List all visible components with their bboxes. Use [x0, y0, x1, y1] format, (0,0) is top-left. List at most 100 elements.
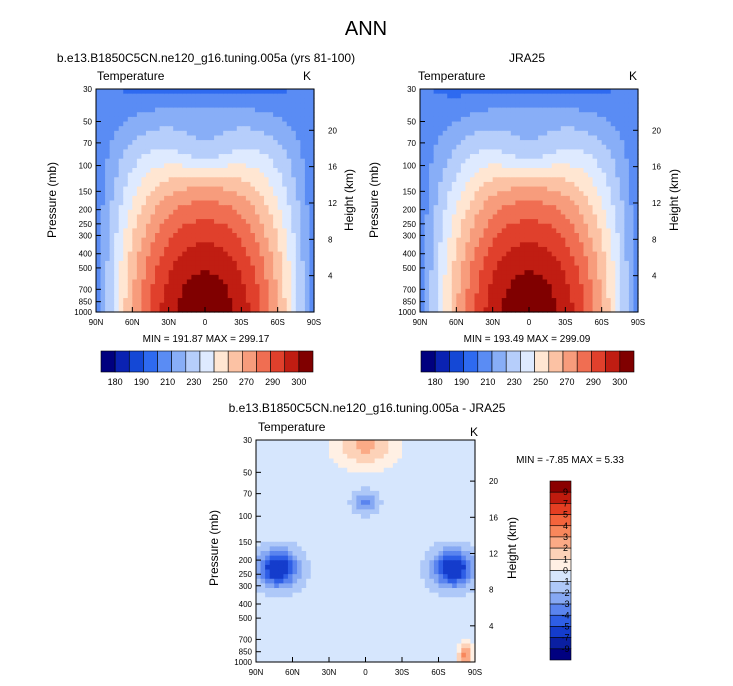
contour-cell [123, 135, 129, 141]
contour-cell [438, 186, 444, 192]
contour-cell [205, 172, 211, 178]
contour-cell [264, 293, 270, 299]
contour-cell [259, 200, 265, 206]
contour-cell [624, 288, 630, 295]
contour-cell [264, 89, 270, 95]
contour-cell [286, 126, 292, 132]
contour-cell [173, 228, 179, 234]
contour-cell [420, 288, 426, 295]
contour-cell [250, 158, 256, 164]
contour-cell [447, 228, 453, 234]
contour-cell [264, 181, 270, 188]
contour-cell [150, 191, 156, 197]
contour-cell [438, 293, 444, 299]
contour-cell [282, 158, 288, 164]
latitude-tick-label: 90S [307, 318, 321, 327]
contour-cell [424, 126, 430, 132]
contour-cell [200, 116, 206, 123]
contour-cell [300, 102, 306, 109]
contour-cell [610, 260, 616, 267]
contour-cell [497, 191, 503, 197]
contour-cell [583, 135, 589, 141]
colorbar-box [520, 350, 535, 373]
contour-cell [227, 307, 233, 313]
contour-cell [633, 172, 639, 178]
contour-cell [182, 270, 188, 276]
contour-cell [209, 154, 215, 160]
contour-cell [145, 167, 152, 174]
contour-cell [282, 135, 288, 141]
contour-cell [155, 112, 161, 118]
colorbar-label: 270 [560, 377, 575, 387]
contour-cell [551, 233, 557, 239]
contour-cell [159, 274, 165, 281]
contour-cell [209, 256, 215, 262]
contour-cell [186, 172, 192, 178]
latitude-tick-label: 90N [413, 318, 428, 327]
contour-cell [479, 293, 485, 299]
latitude-tick-label: 30S [234, 318, 248, 327]
contour-cell [260, 597, 266, 603]
contour-cell [114, 130, 120, 137]
contour-cell [547, 149, 553, 155]
contour-cell [433, 233, 439, 239]
contour-cell [560, 112, 566, 118]
contour-cell [245, 181, 252, 188]
contour-cell [177, 200, 183, 206]
contour-cell [542, 149, 548, 155]
contour-cell [615, 251, 621, 257]
contour-cell [569, 140, 576, 146]
contour-cell [588, 163, 594, 169]
contour-cell [624, 107, 630, 113]
contour-cell [105, 167, 111, 174]
contour-cell [195, 260, 202, 267]
contour-cell [533, 233, 539, 239]
contour-cell [601, 167, 607, 174]
contour-cell [100, 307, 106, 313]
contour-cell [538, 205, 544, 211]
contour-cell [123, 154, 129, 160]
contour-cell [282, 200, 288, 206]
contour-cell [273, 112, 279, 118]
contour-cell [474, 167, 480, 174]
contour-cell [547, 93, 553, 99]
contour-cell [186, 144, 192, 150]
contour-cell [574, 163, 580, 169]
contour-cell [282, 307, 288, 313]
contour-cell [524, 107, 530, 113]
contour-cell [524, 121, 530, 127]
contour-cell [145, 298, 152, 304]
contour-cell [123, 93, 129, 99]
contour-cell [483, 274, 489, 281]
contour-cell [277, 195, 283, 202]
contour-cell [241, 302, 247, 308]
contour-cell [447, 195, 453, 202]
contour-cell [420, 167, 426, 174]
contour-cell [164, 107, 170, 113]
contour-cell [583, 140, 589, 146]
contour-cell [150, 126, 156, 132]
contour-cell [601, 251, 607, 257]
contour-cell [465, 293, 471, 299]
contour-cell [132, 135, 138, 141]
contour-cell [619, 246, 625, 253]
contour-cell [256, 569, 262, 575]
contour-cell [173, 237, 179, 243]
contour-cell [123, 191, 129, 197]
contour-cell [105, 140, 111, 146]
contour-cell [205, 251, 211, 257]
contour-cell [628, 167, 635, 174]
contour-cell [259, 158, 265, 164]
contour-cell [624, 256, 630, 262]
contour-cell [168, 154, 174, 160]
contour-cell [259, 172, 265, 178]
contour-cell [633, 242, 639, 248]
contour-cell [159, 307, 165, 313]
contour-cell [628, 256, 635, 262]
contour-cell [100, 144, 106, 150]
contour-cell [556, 205, 562, 211]
contour-cell [256, 467, 262, 473]
contour-cell [136, 167, 143, 174]
contour-cell [420, 89, 426, 95]
contour-cell [451, 209, 457, 216]
